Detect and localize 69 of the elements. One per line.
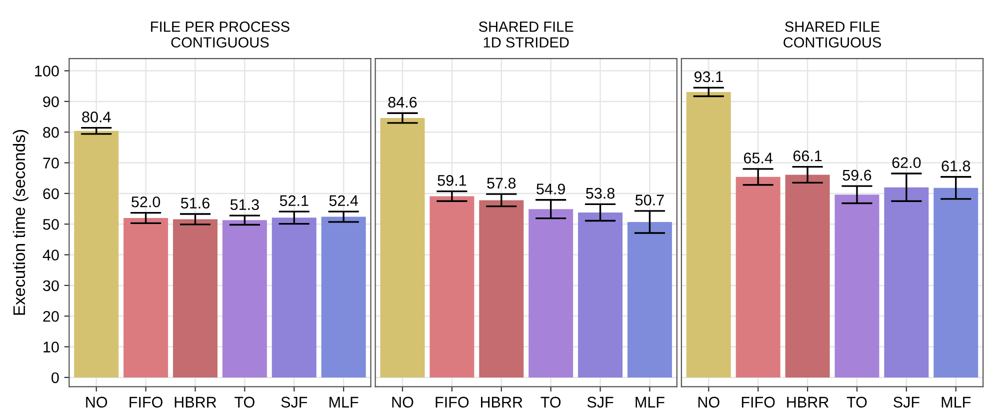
bar [430,196,474,378]
x-tick-label: HBRR [174,396,216,408]
y-tick-label: 100 [35,66,59,76]
chart-title: SHARED FILE 1D STRIDED [478,22,574,48]
data-label: 84.6 [388,96,417,108]
data-label: 61.8 [942,160,970,172]
x-tick-label: SJF [587,396,614,408]
bar [834,194,880,378]
y-tick-label: 0 [52,372,59,384]
bar [578,212,623,378]
data-label: 80.4 [82,112,111,122]
data-label: 66.1 [793,150,822,162]
data-label: 51.6 [180,198,210,209]
x-tick-label: NO [698,396,720,408]
bar [934,188,978,378]
x-tick-label: FIFO [742,396,775,408]
y-tick-label: 10 [44,342,59,352]
data-label: 62.0 [892,157,921,168]
data-label: 52.1 [280,195,308,206]
bar [321,216,366,378]
bar [272,218,316,378]
x-tick-label: NO [86,396,108,408]
x-tick-label: SJF [281,396,308,408]
x-tick-label: TO [846,396,867,408]
x-tick-label: TO [234,396,254,408]
data-label: 57.8 [487,178,516,189]
x-tick-label: SJF [894,396,920,408]
chart-title: SHARED FILE CONTIGUOUS [784,22,882,48]
bar [686,92,731,378]
data-label: 54.9 [536,184,565,194]
x-tick-label: HBRR [787,396,828,408]
bar [736,176,780,378]
x-tick-label: FIFO [436,396,469,408]
y-tick-label: 40 [42,250,59,260]
bar [785,174,830,378]
y-tick-label: 30 [43,280,59,292]
data-label: 51.3 [230,199,259,210]
data-label: 65.4 [744,152,773,164]
y-tick-label: 90 [43,96,59,108]
y-tick-label: 60 [43,188,59,200]
y-tick-label: 50 [43,218,59,230]
x-tick-label: TO [540,396,561,408]
bar [479,200,524,378]
y-tick-label: 80 [43,126,59,138]
y-axis-title: Execution time (seconds) [12,130,28,315]
y-tick-label: 70 [43,158,59,168]
bar [380,118,425,378]
bar [627,222,672,378]
y-tick-label: 20 [43,310,59,322]
bar [884,187,929,378]
bar [172,219,218,378]
x-tick-label: NO [392,396,414,408]
bar [222,220,267,378]
bar [74,130,119,378]
bar [528,209,574,378]
x-tick-label: FIFO [130,396,162,408]
data-label: 52.0 [132,196,160,208]
data-label: 50.7 [635,194,664,206]
x-tick-label: MLF [942,396,971,408]
data-label: 53.8 [586,188,614,199]
data-label: 59.1 [438,175,466,186]
data-label: 59.6 [842,170,872,181]
x-tick-label: HBRR [480,396,522,408]
data-label: 93.1 [694,71,723,82]
chart-title: FILE PER PROCESS CONTIGUOUS [151,22,290,48]
x-tick-label: MLF [636,396,664,408]
data-label: 52.4 [329,195,358,206]
bar [124,218,168,378]
x-tick-label: MLF [330,396,358,408]
